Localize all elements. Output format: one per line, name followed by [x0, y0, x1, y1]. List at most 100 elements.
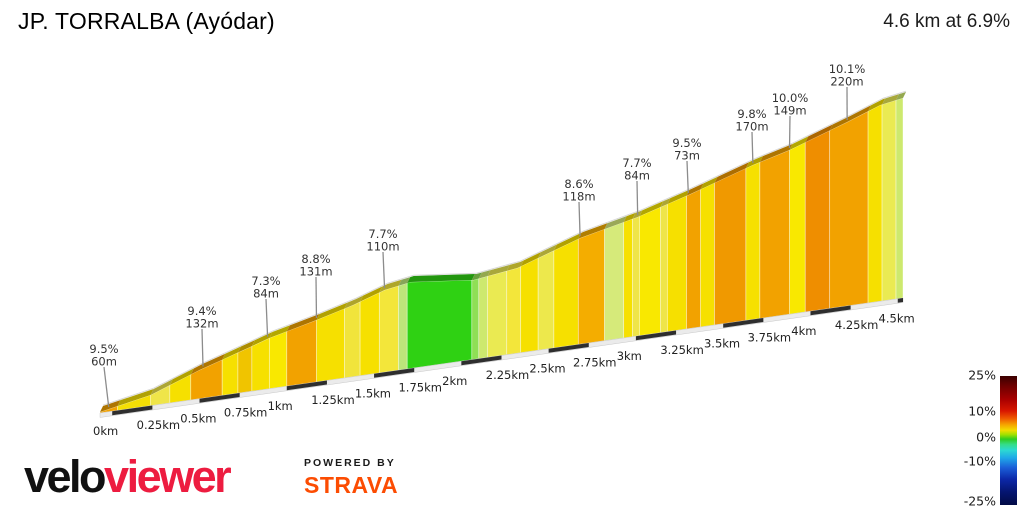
x-axis-label: 3.25km: [660, 343, 703, 357]
profile-top-ridge: [538, 244, 557, 258]
profile-segment: [632, 215, 640, 338]
callout-pointer-line: [751, 131, 754, 164]
profile-segment: [251, 337, 270, 392]
x-axis-label: 1.75km: [398, 380, 441, 394]
gradient-callout: 8.8% 131m: [299, 252, 332, 279]
callout-pointer-line: [103, 366, 110, 408]
profile-top-ridge: [623, 212, 636, 223]
x-axis-label: 2.5km: [529, 362, 565, 376]
climb-summary: 4.6 km at 6.9%: [883, 11, 1010, 32]
x-axis-label: 4.25km: [835, 318, 878, 332]
profile-segment: [745, 161, 761, 321]
profile-top-ridge: [700, 176, 718, 190]
profile-top-ridge: [237, 340, 255, 353]
x-axis-label: 4.5km: [879, 312, 915, 326]
profile-segment: [359, 291, 380, 377]
profile-top-ridge: [520, 252, 542, 267]
profile-segment: [881, 99, 897, 302]
profile-segment: [406, 279, 473, 370]
profile-segment: [686, 188, 701, 330]
profile-top-ridge: [639, 201, 664, 217]
profile-segment: [759, 149, 790, 319]
profile-segment: [829, 110, 869, 309]
x-axis-dash: [374, 368, 415, 378]
x-axis-label: 1.5km: [355, 387, 391, 401]
callout-pointer-line: [686, 160, 689, 194]
x-axis-dash: [635, 330, 677, 341]
profile-top-ridge: [360, 286, 383, 302]
profile-top-ridge: [805, 124, 833, 143]
x-axis-label: 2.25km: [486, 368, 529, 382]
x-axis-dash: [810, 305, 851, 316]
gradient-callout: 7.7% 110m: [366, 227, 399, 254]
x-axis-label: 1.25km: [311, 393, 354, 407]
gradient-callout: 9.8% 170m: [735, 107, 768, 134]
gradient-callout: 7.3% 84m: [251, 274, 280, 301]
profile-top-ridge: [660, 198, 671, 208]
profile-segment: [700, 182, 715, 328]
legend-label: -10%: [963, 453, 996, 469]
profile-top-ridge: [745, 156, 763, 169]
profile-segment: [804, 129, 831, 313]
profile-segment: [378, 285, 399, 374]
gradient-callout: 10.1% 220m: [829, 62, 866, 89]
profile-top-ridge: [789, 136, 809, 150]
x-axis-dash: [286, 380, 327, 391]
profile-top-ridge: [407, 274, 475, 284]
profile-segment: [666, 195, 687, 333]
veloviewer-logo-velo: velo: [24, 451, 107, 502]
legend-label: 0%: [976, 429, 996, 445]
profile-segment: [506, 265, 522, 356]
profile-ridge-highlight: [102, 90, 907, 406]
profile-top-ridge: [829, 105, 872, 131]
profile-top-ridge: [487, 264, 510, 277]
profile-top-ridge: [553, 232, 582, 251]
callout-pointer-line: [578, 201, 581, 237]
profile-segment: [344, 301, 361, 379]
profile-segment: [286, 319, 317, 387]
profile-segment: [520, 257, 539, 354]
gradient-callout: 7.7% 84m: [622, 156, 651, 183]
x-axis-dash: [199, 393, 240, 403]
profile-segment: [537, 249, 555, 351]
profile-top-ridge: [316, 302, 348, 320]
profile-top-ridge: [150, 379, 173, 395]
profile-segment: [639, 206, 661, 337]
profile-segment: [604, 221, 625, 342]
profile-top-ridge: [882, 94, 900, 105]
profile-top-ridge: [169, 368, 194, 386]
profile-top-ridge: [506, 260, 524, 271]
strava-logo: STRAVA: [304, 472, 399, 498]
profile-top-ridge: [667, 189, 690, 205]
profile-segment: [487, 270, 508, 358]
gradient-callout: 9.5% 73m: [672, 136, 701, 163]
profile-top-ridge: [286, 314, 320, 332]
profile-top-ridge: [379, 279, 402, 293]
x-axis-label: 0.75km: [224, 405, 267, 419]
callout-pointer-line: [265, 298, 269, 337]
x-axis-label: 3km: [617, 349, 642, 363]
profile-top-ridge: [868, 98, 886, 112]
x-axis-label: 0.5km: [180, 412, 216, 426]
legend-label: 10%: [968, 403, 996, 419]
callout-pointer-line: [636, 180, 639, 216]
profile-segment: [237, 345, 253, 394]
profile-segment: [660, 203, 668, 334]
profile-segment: [895, 97, 904, 300]
profile-top-ridge: [471, 272, 482, 281]
gradient-callout: 8.6% 118m: [562, 177, 595, 204]
profile-segment: [316, 308, 345, 383]
legend-label: 25%: [968, 367, 996, 383]
strava-attribution: POWERED BY STRAVA: [304, 457, 398, 499]
profile-top-ridge: [100, 400, 121, 412]
profile-top-ridge: [398, 277, 411, 286]
gradient-callout: 9.5% 60m: [89, 342, 118, 369]
legend-color-bar: [1000, 376, 1017, 505]
profile-segment: [553, 238, 579, 349]
x-axis-label: 2km: [442, 374, 467, 388]
x-axis-dash: [112, 405, 153, 416]
x-axis-label: 1km: [268, 399, 293, 413]
x-axis-dash: [723, 318, 764, 328]
